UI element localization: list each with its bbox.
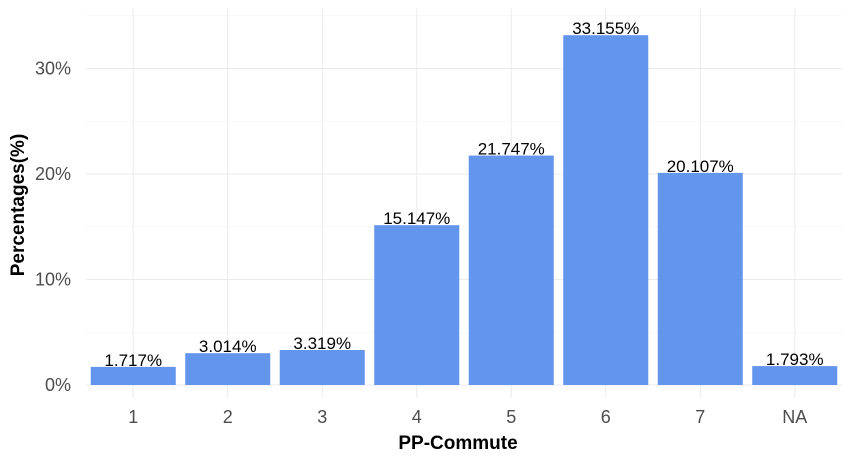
bar-3 — [279, 349, 365, 385]
bar-6 — [563, 35, 649, 385]
data-label: 1.793% — [766, 350, 824, 369]
x-tick-label: 4 — [412, 407, 422, 427]
data-label: 21.747% — [478, 140, 545, 159]
x-axis-ticks: 1 2 3 4 5 6 7 NA — [128, 407, 807, 427]
data-label: 3.319% — [293, 334, 351, 353]
x-tick-label: 5 — [506, 407, 516, 427]
bar-na — [752, 366, 838, 385]
x-tick-label: 1 — [128, 407, 138, 427]
bar-4 — [374, 225, 460, 385]
bar-1 — [90, 366, 176, 385]
bar-5 — [468, 155, 554, 385]
x-tick-label: 7 — [695, 407, 705, 427]
data-label: 20.107% — [667, 157, 734, 176]
data-label: 15.147% — [383, 209, 450, 228]
y-tick-label: 10% — [35, 270, 71, 290]
x-tick-label: 2 — [223, 407, 233, 427]
x-tick-label: 6 — [601, 407, 611, 427]
data-label: 3.014% — [199, 337, 257, 356]
x-axis-title: PP-Commute — [398, 433, 517, 454]
x-tick-label: NA — [782, 407, 807, 427]
data-label: 33.155% — [572, 19, 639, 38]
y-tick-label: 20% — [35, 164, 71, 184]
bar-2 — [185, 353, 271, 385]
bars-group — [90, 35, 838, 385]
bar-7 — [657, 172, 743, 385]
data-labels-group: 1.717% 3.014% 3.319% 15.147% 21.747% 33.155% 2… — [104, 19, 823, 370]
y-tick-label: 0% — [45, 375, 71, 395]
y-tick-label: 30% — [35, 59, 71, 79]
y-axis-ticks: 0% 10% 20% 30% — [35, 59, 71, 396]
y-axis-title: Percentages(%) — [8, 134, 29, 277]
data-label: 1.717% — [104, 351, 162, 370]
x-tick-label: 3 — [317, 407, 327, 427]
